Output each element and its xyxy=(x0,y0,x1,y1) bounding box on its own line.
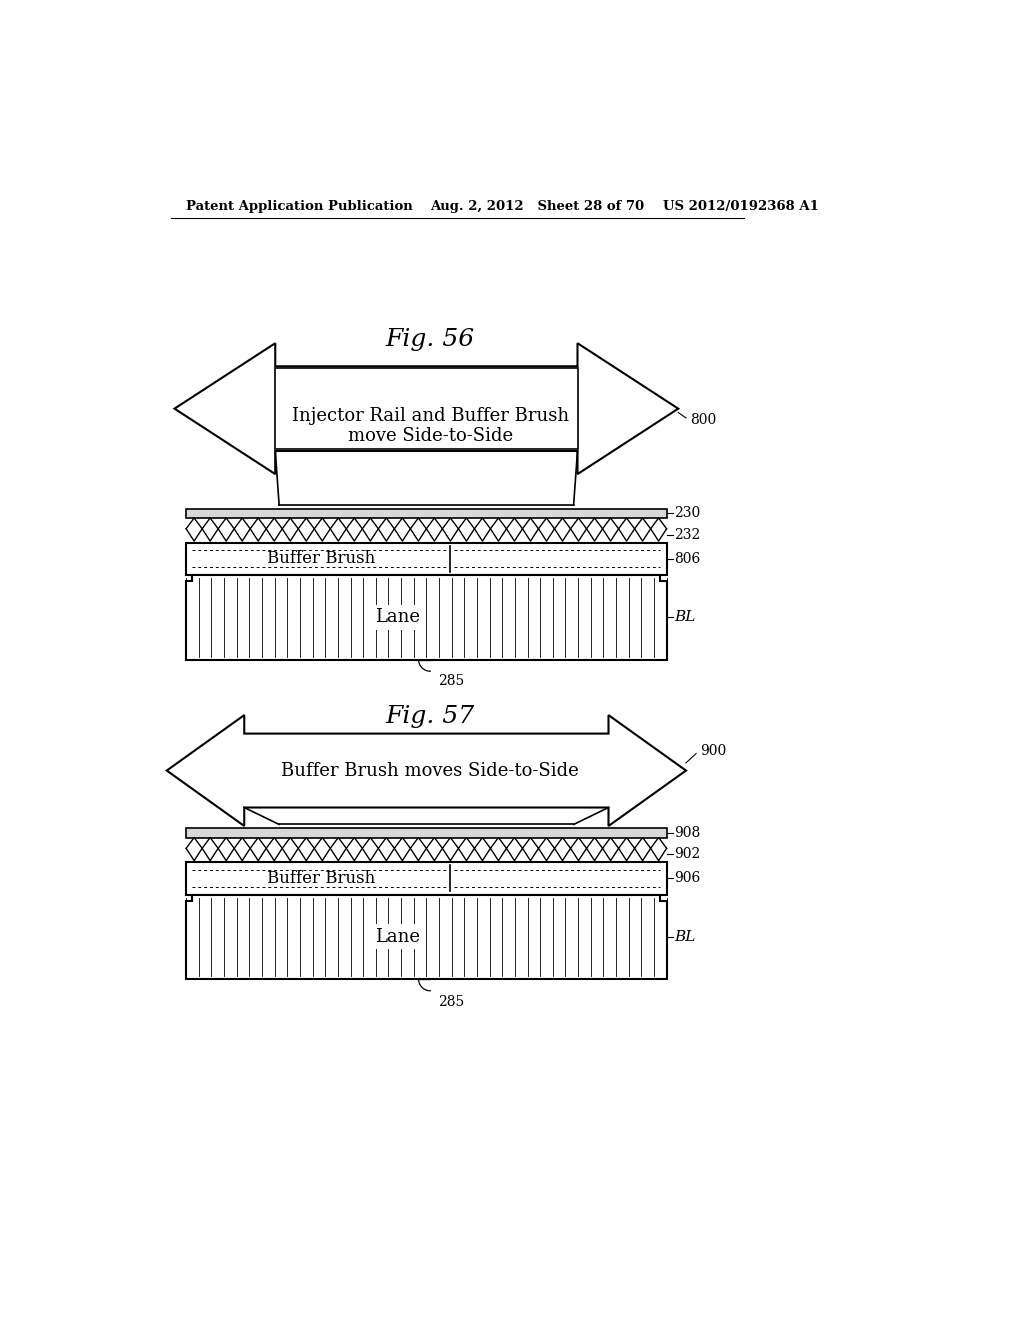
Bar xyxy=(186,862,667,895)
Bar xyxy=(275,368,578,449)
Text: Buffer Brush moves Side-to-Side: Buffer Brush moves Side-to-Side xyxy=(282,762,580,780)
Bar xyxy=(186,508,667,517)
Text: 900: 900 xyxy=(700,744,726,758)
Text: Buffer Brush: Buffer Brush xyxy=(266,550,375,568)
Text: Fig. 57: Fig. 57 xyxy=(386,705,475,729)
Polygon shape xyxy=(186,895,667,979)
Text: 232: 232 xyxy=(675,528,700,543)
Text: move Side-to-Side: move Side-to-Side xyxy=(348,426,513,445)
Text: Fig. 56: Fig. 56 xyxy=(386,327,475,351)
Text: 908: 908 xyxy=(675,826,700,840)
Polygon shape xyxy=(186,576,667,660)
Text: BL: BL xyxy=(675,929,695,944)
Text: 906: 906 xyxy=(675,871,700,886)
Bar xyxy=(186,543,667,576)
Text: Aug. 2, 2012   Sheet 28 of 70: Aug. 2, 2012 Sheet 28 of 70 xyxy=(430,199,644,213)
Polygon shape xyxy=(174,343,678,474)
Text: Lane: Lane xyxy=(375,609,420,626)
Text: 285: 285 xyxy=(438,995,464,1010)
Text: US 2012/0192368 A1: US 2012/0192368 A1 xyxy=(663,199,818,213)
Text: Buffer Brush: Buffer Brush xyxy=(266,870,375,887)
Text: Patent Application Publication: Patent Application Publication xyxy=(186,199,413,213)
Polygon shape xyxy=(167,715,686,826)
Text: 806: 806 xyxy=(675,552,700,566)
Bar xyxy=(186,829,667,838)
Text: 800: 800 xyxy=(690,413,716,428)
Text: BL: BL xyxy=(675,610,695,624)
Text: 285: 285 xyxy=(438,675,464,688)
Text: Lane: Lane xyxy=(375,928,420,946)
Text: 230: 230 xyxy=(675,507,700,520)
Text: Injector Rail and Buffer Brush: Injector Rail and Buffer Brush xyxy=(292,408,568,425)
Text: 902: 902 xyxy=(675,847,700,862)
